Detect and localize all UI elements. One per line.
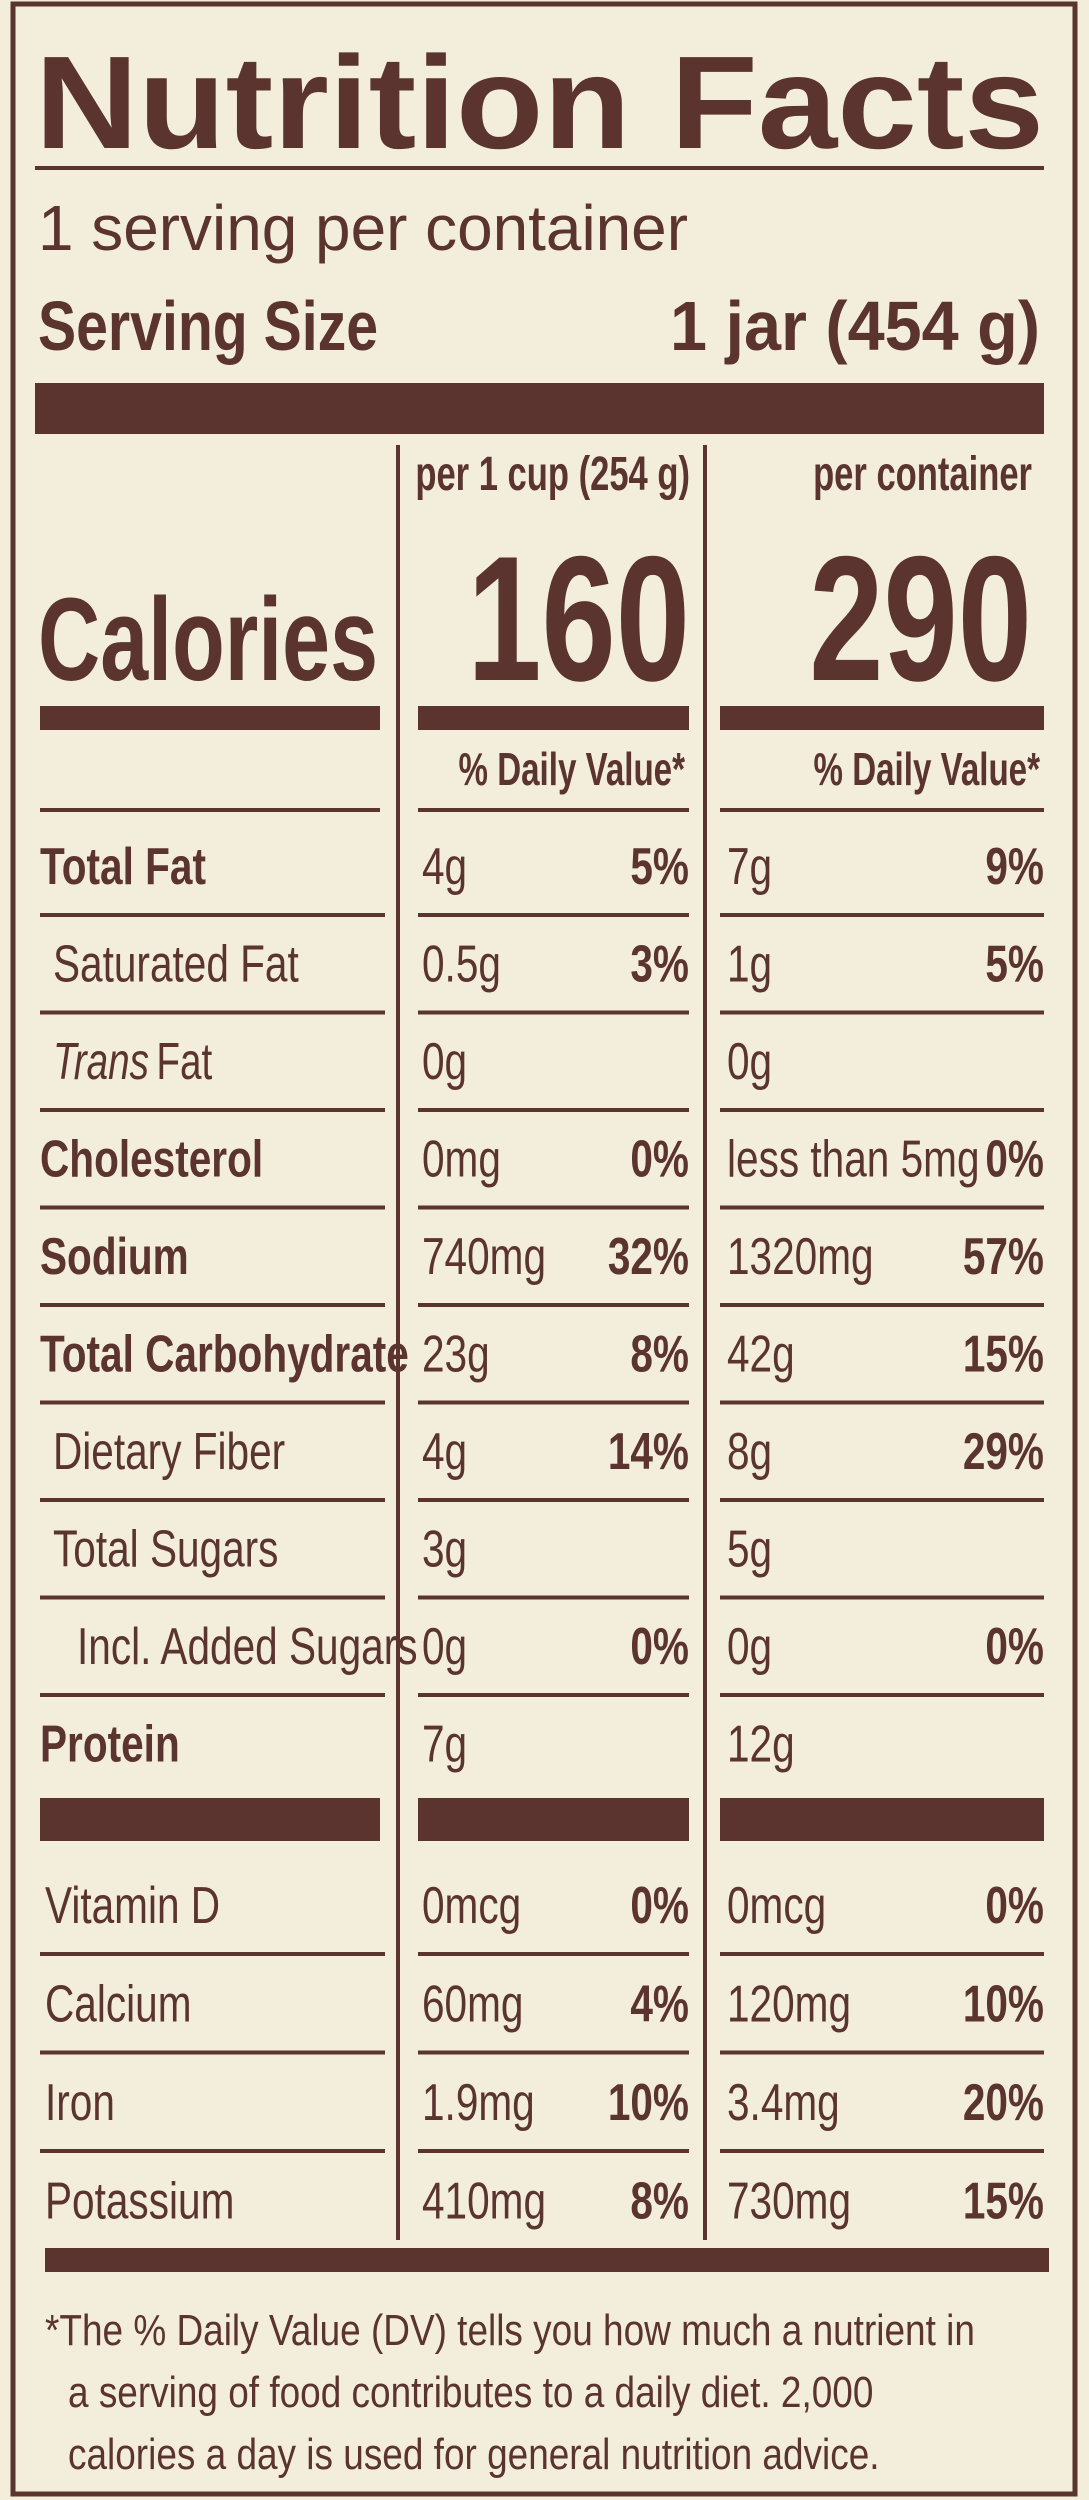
- bar: [720, 1798, 1044, 1841]
- calories-value: 160: [467, 519, 690, 718]
- nutrient-name: Potassium: [45, 2173, 234, 2231]
- amount: 7g: [422, 1716, 467, 1774]
- daily-value: 29%: [963, 1423, 1044, 1481]
- serving-size-label: Serving Size: [38, 287, 378, 365]
- column-basis: per 1 cup (254 g): [415, 448, 690, 501]
- daily-value: 15%: [963, 2173, 1044, 2231]
- amount: 740mg: [422, 1228, 546, 1286]
- thick-bar: [35, 383, 1044, 434]
- nutrient-name: Vitamin D: [45, 1877, 220, 1935]
- title: Nutrition Facts: [35, 29, 1044, 176]
- amount: 4g: [422, 838, 467, 896]
- amount: 5g: [727, 1521, 772, 1579]
- amount: 0mcg: [727, 1877, 826, 1935]
- bar: [40, 1798, 380, 1841]
- bar: [720, 706, 1044, 730]
- daily-value: 3%: [630, 936, 689, 994]
- daily-value: 10%: [608, 2074, 689, 2132]
- bar: [45, 2248, 1049, 2272]
- nutrient-name: TransFat: [53, 1033, 213, 1091]
- daily-value: 5%: [630, 838, 689, 896]
- amount: 0g: [422, 1033, 467, 1091]
- amount: 410mg: [422, 2173, 546, 2231]
- bar: [418, 706, 689, 730]
- daily-value: 0%: [630, 1618, 689, 1676]
- amount: 730mg: [727, 2173, 851, 2231]
- daily-value: 20%: [963, 2074, 1044, 2132]
- dv-header: % Daily Value*: [814, 743, 1041, 795]
- amount: 12g: [727, 1716, 795, 1774]
- daily-value: 32%: [608, 1228, 689, 1286]
- daily-value: 9%: [985, 838, 1044, 896]
- amount: 60mg: [422, 1976, 523, 2034]
- dv-header: % Daily Value*: [459, 743, 686, 795]
- daily-value: 57%: [963, 1228, 1044, 1286]
- servings: 1 serving per container: [38, 192, 688, 264]
- footnote-line: calories a day is used for general nutri…: [68, 2430, 880, 2479]
- footnote-line: a serving of food contributes to a daily…: [68, 2368, 873, 2417]
- daily-value: 4%: [630, 1976, 689, 2034]
- amount: 3.4mg: [727, 2074, 840, 2132]
- nutrient-name: Sodium: [40, 1228, 189, 1286]
- nutrient-name: Dietary Fiber: [53, 1423, 285, 1481]
- calories-value: 290: [809, 519, 1032, 718]
- amount: 4g: [422, 1423, 467, 1481]
- amount: 0.5g: [422, 936, 501, 994]
- amount: 0g: [727, 1033, 772, 1091]
- bar: [40, 706, 380, 730]
- daily-value: 0%: [630, 1877, 689, 1935]
- amount: 0g: [422, 1618, 467, 1676]
- daily-value: 0%: [630, 1131, 689, 1189]
- amount: 8g: [727, 1423, 772, 1481]
- nutrient-name: Cholesterol: [40, 1131, 263, 1189]
- bar: [418, 1798, 689, 1841]
- nutrient-name-italic: Trans: [53, 1033, 149, 1091]
- amount: 0mcg: [422, 1877, 521, 1935]
- nutrient-name: Protein: [40, 1716, 180, 1774]
- nutrient-name-text: Fat: [156, 1033, 212, 1091]
- nutrient-name: Saturated Fat: [53, 936, 299, 994]
- amount: 3g: [422, 1521, 467, 1579]
- daily-value: 0%: [985, 1877, 1044, 1935]
- daily-value: 0%: [985, 1131, 1044, 1189]
- nutrient-name: Total Fat: [40, 838, 206, 896]
- nutrient-name: Total Carbohydrate: [40, 1326, 409, 1384]
- daily-value: 0%: [985, 1618, 1044, 1676]
- daily-value: 15%: [963, 1326, 1044, 1384]
- daily-value: 14%: [608, 1423, 689, 1481]
- nutrient-name: Total Sugars: [53, 1521, 278, 1579]
- amount: less than 5mg: [727, 1131, 980, 1189]
- amount: 0g: [727, 1618, 772, 1676]
- daily-value: 5%: [985, 936, 1044, 994]
- nutrient-name: Iron: [45, 2074, 115, 2132]
- amount: 1320mg: [727, 1228, 874, 1286]
- footnote-line: *The % Daily Value (DV) tells you how mu…: [45, 2306, 975, 2355]
- serving-size-value: 1 jar (454 g): [670, 287, 1040, 365]
- calories-label: Calories: [38, 574, 378, 706]
- daily-value: 10%: [963, 1976, 1044, 2034]
- column-basis: per container: [813, 448, 1032, 501]
- nutrient-name: Incl. Added Sugars: [77, 1618, 417, 1676]
- amount: 23g: [422, 1326, 490, 1384]
- amount: 1g: [727, 936, 772, 994]
- amount: 7g: [727, 838, 772, 896]
- nutrient-name: Calcium: [45, 1976, 192, 2034]
- daily-value: 8%: [630, 1326, 689, 1384]
- amount: 1.9mg: [422, 2074, 535, 2132]
- amount: 120mg: [727, 1976, 851, 2034]
- amount: 42g: [727, 1326, 795, 1384]
- frame: [10, 1, 1078, 2497]
- daily-value: 8%: [630, 2173, 689, 2231]
- amount: 0mg: [422, 1131, 501, 1189]
